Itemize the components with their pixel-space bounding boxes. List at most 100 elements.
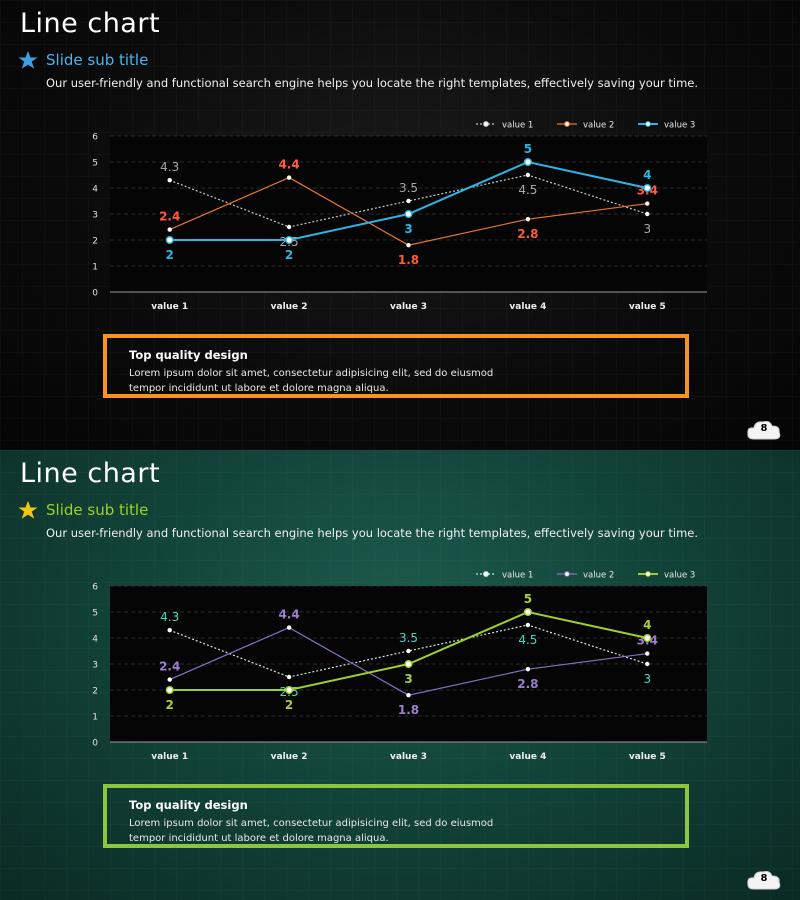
- page-number: 8: [760, 423, 768, 434]
- y-tick-label: 4: [92, 635, 98, 645]
- data-label: 4: [643, 168, 651, 182]
- page-number-badge: 8: [745, 418, 783, 442]
- data-label: 4.5: [518, 633, 537, 647]
- y-tick-label: 2: [92, 687, 98, 697]
- data-label: 1.8: [398, 703, 419, 717]
- subtitle-row: Slide sub title: [18, 50, 148, 70]
- data-label: 3.5: [399, 181, 418, 195]
- y-tick-label: 3: [92, 211, 98, 221]
- series-point-1: [167, 628, 172, 633]
- data-label: 4.4: [278, 158, 299, 172]
- legend-marker-2: [564, 121, 570, 127]
- text-box: Top quality design Lorem ipsum dolor sit…: [103, 334, 689, 398]
- x-tick-label: value 2: [271, 752, 308, 762]
- slide-title: Line chart: [20, 8, 161, 39]
- series-point-1: [406, 198, 411, 204]
- y-tick-label: 5: [92, 159, 98, 169]
- series-point-2: [167, 677, 172, 682]
- x-tick-label: value 3: [390, 752, 427, 762]
- series-point-3: [167, 237, 173, 243]
- legend-marker-1: [483, 121, 489, 127]
- series-point-2: [645, 651, 650, 656]
- star-icon: [18, 500, 38, 519]
- y-tick-label: 5: [92, 609, 98, 619]
- legend-marker-3: [645, 121, 651, 127]
- data-label: 4: [643, 618, 651, 632]
- series-point-1: [406, 648, 411, 654]
- series-point-1: [645, 211, 650, 217]
- y-tick-label: 1: [92, 713, 98, 723]
- data-label: 4.5: [518, 183, 537, 197]
- series-point-3: [167, 687, 173, 693]
- x-tick-label: value 4: [509, 752, 546, 762]
- legend-marker-2: [564, 571, 570, 577]
- slide-description: Our user-friendly and functional search …: [46, 76, 699, 90]
- series-point-1: [525, 622, 531, 628]
- data-label: 4.3: [160, 610, 179, 624]
- x-tick-label: value 1: [151, 752, 188, 762]
- data-label: 2: [166, 248, 174, 262]
- y-tick-label: 2: [92, 237, 98, 247]
- data-label: 5: [524, 142, 532, 156]
- page-number: 8: [760, 873, 768, 884]
- data-label: 2: [285, 698, 293, 712]
- series-point-2: [286, 625, 292, 630]
- series-point-1: [286, 224, 292, 230]
- legend-marker-1: [483, 571, 489, 577]
- chart-svg: 0 1 2 3 4 5 6 value 1 value 2 value 3 value 4 value…: [92, 121, 707, 312]
- legend-marker-3: [645, 571, 651, 577]
- series-point-3: [405, 211, 412, 217]
- series-point-1: [286, 674, 292, 680]
- cloud-icon: [747, 871, 781, 890]
- data-label: 5: [524, 592, 532, 606]
- series-point-2: [406, 243, 411, 248]
- chart-svg: 0 1 2 3 4 5 6 value 1 value 2 value 3 value 4 value…: [92, 571, 707, 762]
- legend-label: value 3: [664, 571, 695, 581]
- star-shape: [18, 500, 38, 519]
- slide-title: Line chart: [20, 458, 161, 489]
- series-point-3: [286, 237, 292, 243]
- subtitle-row: Slide sub title: [18, 500, 148, 520]
- data-label: 1.8: [398, 253, 419, 267]
- data-label: 3: [404, 222, 412, 236]
- x-tick-label: value 3: [390, 302, 427, 312]
- series-point-2: [645, 201, 650, 206]
- series-line-1: [169, 174, 648, 228]
- y-tick-label: 6: [92, 133, 98, 143]
- y-tick-label: 4: [92, 185, 98, 195]
- data-label: 2: [166, 698, 174, 712]
- y-tick-label: 1: [92, 263, 98, 273]
- legend-label: value 1: [502, 121, 533, 131]
- data-label: 3: [404, 672, 412, 686]
- series-point-2: [525, 667, 531, 672]
- data-label: 2.8: [517, 677, 538, 691]
- series-point-3: [286, 687, 292, 693]
- data-label: 4.4: [278, 608, 299, 622]
- series-point-3: [525, 159, 531, 165]
- data-label: 3: [643, 222, 651, 236]
- data-label: 2.4: [159, 210, 180, 224]
- cloud-icon: [747, 421, 781, 440]
- x-tick-label: value 5: [629, 752, 666, 762]
- series-point-1: [525, 172, 531, 178]
- y-tick-label: 0: [92, 289, 98, 299]
- x-tick-label: value 1: [151, 302, 188, 312]
- text-box: Top quality design Lorem ipsum dolor sit…: [103, 784, 689, 848]
- line-chart: 0 1 2 3 4 5 6 value 1 value 2 value 3 value 4 value…: [80, 562, 720, 772]
- series-point-3: [405, 661, 412, 667]
- data-label: 3.5: [399, 631, 418, 645]
- slide-green: Line chart Slide sub title Our user-frie…: [0, 450, 800, 900]
- slide-subtitle: Slide sub title: [46, 501, 149, 519]
- x-tick-label: value 5: [629, 302, 666, 312]
- y-tick-label: 6: [92, 583, 98, 593]
- star-icon: [18, 50, 38, 69]
- series-point-2: [525, 217, 531, 222]
- series-line-1: [169, 624, 648, 678]
- legend-label: value 3: [664, 121, 695, 131]
- x-tick-label: value 2: [271, 302, 308, 312]
- data-label: 3: [643, 672, 651, 686]
- series-point-3: [644, 185, 650, 191]
- data-label: 2.8: [517, 227, 538, 241]
- slide-description: Our user-friendly and functional search …: [46, 526, 699, 540]
- series-point-1: [167, 178, 172, 183]
